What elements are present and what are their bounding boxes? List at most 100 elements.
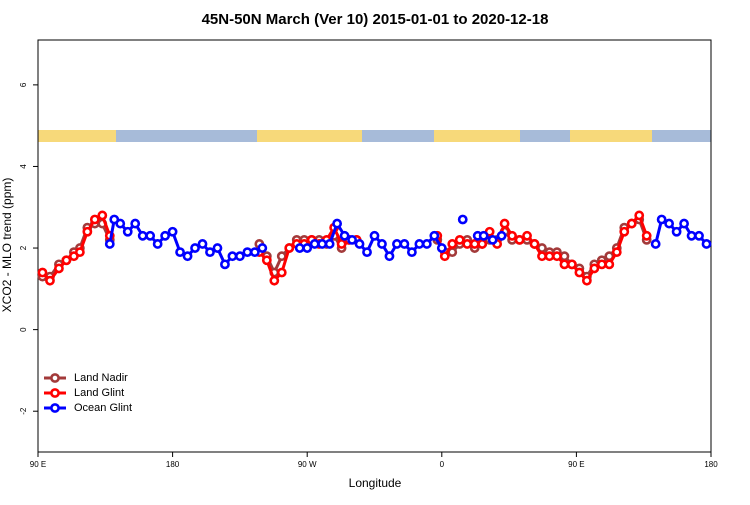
point	[182, 251, 193, 262]
legend-label: Land Glint	[74, 387, 124, 399]
point	[694, 230, 704, 241]
point	[205, 247, 215, 258]
point	[317, 239, 328, 249]
point	[339, 230, 350, 241]
point	[354, 239, 365, 249]
point	[611, 247, 622, 258]
y-tick-label: -2	[19, 407, 28, 415]
point	[261, 255, 272, 266]
point	[269, 275, 280, 286]
point	[414, 239, 425, 249]
point	[234, 251, 245, 262]
map-strip	[38, 130, 711, 142]
point	[671, 226, 682, 237]
point	[581, 275, 592, 286]
point	[309, 239, 320, 249]
point	[399, 239, 410, 249]
point	[507, 230, 517, 241]
x-tick-label: 180	[166, 460, 180, 469]
point	[324, 239, 335, 249]
point	[457, 214, 468, 225]
point	[152, 239, 163, 249]
point	[499, 218, 510, 229]
point	[89, 214, 100, 225]
point	[276, 251, 287, 262]
point	[190, 243, 200, 253]
point	[421, 239, 432, 249]
point	[406, 247, 417, 258]
point	[626, 218, 637, 229]
y-axis-label: XCO2 - MLO trend (ppm)	[0, 178, 14, 313]
x-tick-label: 0	[440, 460, 445, 469]
point	[294, 243, 305, 253]
point	[650, 239, 661, 249]
point	[634, 210, 645, 221]
legend: Land Nadir Land Glint Ocean Glint	[44, 372, 132, 414]
point	[559, 251, 570, 262]
y-tick-label: 0	[19, 327, 28, 332]
point	[377, 239, 387, 249]
point	[664, 218, 675, 229]
point	[45, 275, 55, 286]
point	[61, 255, 72, 266]
point	[160, 230, 171, 241]
point	[212, 243, 223, 253]
point	[619, 226, 630, 237]
point	[462, 239, 473, 249]
point	[115, 218, 126, 229]
x-tick-label: 90 E	[568, 460, 584, 469]
point	[384, 251, 395, 262]
x-axis-label: Longitude	[349, 476, 402, 490]
point	[347, 234, 357, 245]
point	[429, 230, 440, 241]
point	[122, 226, 133, 237]
point	[478, 230, 489, 241]
point	[145, 230, 156, 241]
point	[175, 247, 185, 258]
point	[137, 230, 148, 241]
point	[249, 247, 260, 258]
point	[436, 243, 447, 253]
point	[567, 259, 577, 270]
point	[284, 243, 295, 253]
point	[104, 239, 115, 249]
point	[604, 259, 615, 270]
point	[130, 218, 141, 229]
point	[529, 239, 540, 249]
point	[220, 259, 230, 270]
x-tick-label: 90 E	[30, 460, 46, 469]
legend-label: Land Nadir	[74, 372, 128, 384]
point	[336, 239, 347, 249]
point	[701, 239, 712, 249]
y-tick-label: 2	[19, 245, 28, 250]
point	[552, 251, 562, 262]
point	[596, 259, 607, 270]
point	[589, 263, 600, 274]
point	[439, 251, 450, 262]
point	[197, 239, 208, 249]
point	[332, 218, 343, 229]
point	[362, 247, 372, 258]
point	[559, 259, 570, 270]
point	[97, 210, 108, 221]
point	[369, 230, 380, 241]
point	[656, 214, 667, 225]
point	[447, 239, 458, 249]
point	[641, 230, 652, 241]
point	[74, 247, 85, 258]
point	[469, 239, 480, 249]
plot-frame	[37, 39, 712, 453]
legend-marker	[50, 388, 60, 398]
point	[54, 263, 64, 274]
point	[679, 218, 689, 229]
point	[167, 226, 178, 237]
point	[537, 251, 547, 262]
y-tick-label: 4	[19, 164, 28, 169]
point	[544, 251, 555, 262]
legend-label: Ocean Glint	[74, 402, 132, 414]
point	[392, 239, 402, 249]
x-tick-label: 90 W	[298, 460, 317, 469]
point	[496, 230, 507, 241]
y-tick-label: 6	[19, 82, 28, 87]
point	[514, 234, 525, 245]
